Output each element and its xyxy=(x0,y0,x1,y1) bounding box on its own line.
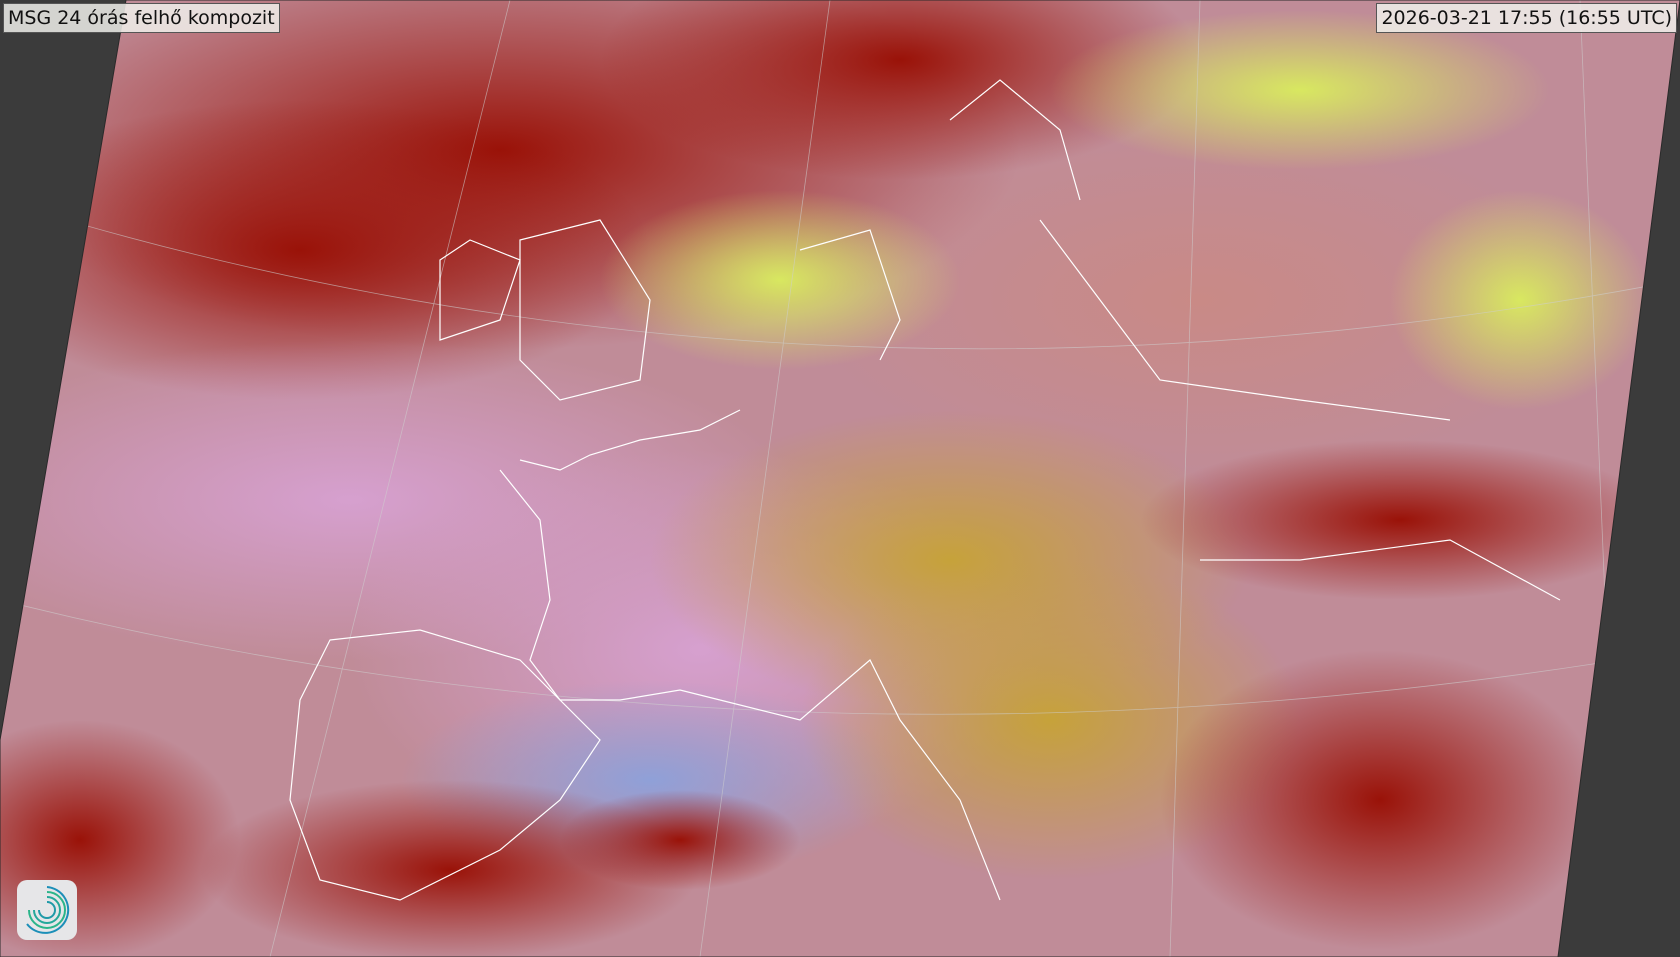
spiral-logo-icon[interactable] xyxy=(17,880,77,940)
coastlines xyxy=(289,79,1561,901)
product-title: MSG 24 órás felhő kompozit xyxy=(3,3,280,33)
timestamp-label: 2026-03-21 17:55 (16:55 UTC) xyxy=(1376,3,1677,33)
